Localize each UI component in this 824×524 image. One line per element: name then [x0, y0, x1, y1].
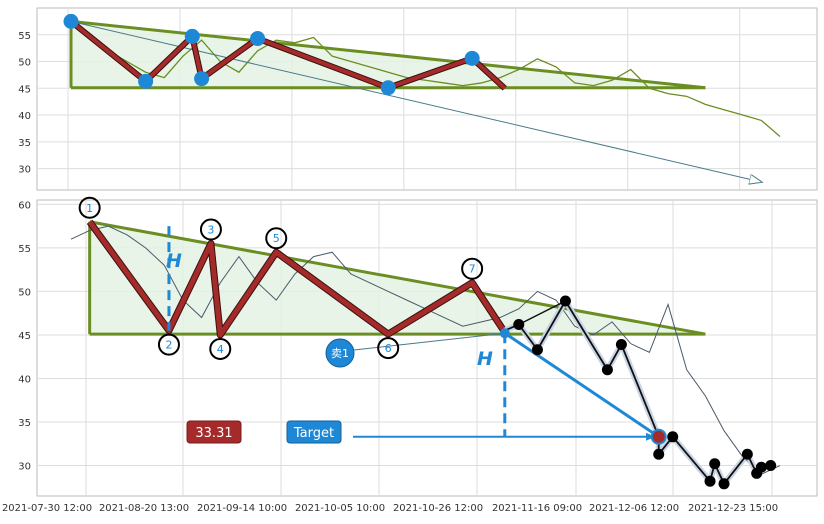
- bottom-x-tick-label: 2021-12-06 12:00: [589, 503, 679, 514]
- bottom-breakout-point: [499, 328, 510, 339]
- bottom-pattern-point-2: [157, 333, 180, 356]
- top-y-axis: 30 35 40 45 50 55: [18, 31, 31, 176]
- bottom-forecast-link: [518, 300, 566, 326]
- bottom-pattern-point-label: 3: [207, 224, 214, 237]
- top-y-tick-label: 30: [18, 165, 31, 176]
- bottom-plot: 1 2 3 4 5 6 7: [70, 196, 781, 490]
- bottom-forecast-line: [504, 300, 771, 485]
- top-y-tick-label: 50: [18, 58, 31, 69]
- top-y-tick-label: 35: [18, 138, 31, 149]
- height-label-left: H: [166, 250, 182, 272]
- height-label-right: H: [477, 348, 493, 370]
- top-pattern-point-5: [250, 31, 266, 47]
- top-pattern-point-2: [138, 73, 154, 89]
- bottom-x-tick-label: 2021-09-14 10:00: [197, 503, 287, 514]
- top-y-tick-label: 40: [18, 111, 31, 122]
- bottom-pattern-point-7: [461, 257, 484, 280]
- bottom-x-tick-label: 2021-08-20 13:00: [99, 503, 189, 514]
- bottom-forecast-point: [765, 460, 777, 472]
- top-pattern-point-1: [63, 13, 79, 29]
- top-pattern-point-6: [380, 80, 396, 96]
- top-plot: [63, 13, 781, 182]
- bottom-pattern-point-label: 5: [273, 232, 280, 245]
- bottom-pattern-point-label: 2: [165, 339, 172, 352]
- sell-marker-text: 卖1: [331, 347, 349, 360]
- bottom-forecast-point: [667, 431, 679, 443]
- bottom-pattern-point-6: [377, 337, 400, 360]
- bottom-y-axis: 30 35 40 45 50 55 60: [18, 200, 31, 472]
- bottom-y-tick-label: 30: [18, 462, 31, 473]
- bottom-x-tick-label: 2021-11-16 09:00: [492, 503, 582, 514]
- bottom-y-tick-label: 60: [18, 200, 31, 211]
- bottom-pattern-point-label: 6: [385, 342, 392, 355]
- bottom-forecast-point: [741, 448, 753, 460]
- bottom-breakout-projection: [503, 331, 660, 438]
- top-pattern-point-4: [194, 71, 210, 87]
- top-price-line: [70, 20, 781, 137]
- bottom-pattern-point-5: [265, 227, 288, 250]
- top-pattern-line: [69, 19, 507, 90]
- target-label-box: Target: [286, 420, 342, 444]
- bottom-x-tick-label: 2021-12-23 15:00: [688, 503, 778, 514]
- bottom-forecast-point: [704, 475, 716, 487]
- bottom-y-tick-label: 55: [18, 244, 31, 255]
- bottom-x-tick-label: 2021-10-26 12:00: [393, 503, 483, 514]
- bottom-y-tick-label: 45: [18, 331, 31, 342]
- bottom-pattern-point-4: [209, 337, 232, 360]
- bottom-forecast-point: [755, 461, 767, 473]
- bottom-pattern-point-3: [199, 218, 222, 241]
- bottom-forecast-point: [718, 478, 730, 490]
- bottom-pattern-point-label: 1: [86, 202, 93, 215]
- bottom-forecast-point: [601, 364, 613, 376]
- bottom-pattern-point-label: 4: [217, 343, 224, 356]
- target-value-text: 33.31: [195, 426, 232, 441]
- bottom-y-tick-label: 50: [18, 287, 31, 298]
- top-resistance-line: [70, 19, 706, 90]
- sell-marker: 卖1: [325, 338, 355, 368]
- top-projection-arrow: [70, 20, 761, 182]
- target-label-text: Target: [293, 426, 334, 441]
- bottom-y-tick-label: 35: [18, 418, 31, 429]
- bottom-forecast-point: [559, 295, 571, 307]
- bottom-x-tick-label: 2021-07-30 12:00: [2, 503, 92, 514]
- bottom-resistance-line: [89, 220, 706, 336]
- bottom-forecast-point: [513, 318, 525, 330]
- top-pattern-point-3: [184, 28, 200, 44]
- bottom-pattern-line: [87, 220, 507, 338]
- bottom-forecast-point: [615, 339, 627, 351]
- bottom-x-axis: 2021-07-30 12:00 2021-08-20 13:00 2021-09-…: [2, 503, 778, 514]
- bottom-target-hit-marker: [650, 428, 667, 445]
- target-value-box: 33.31: [186, 420, 242, 444]
- bottom-y-tick-label: 40: [18, 374, 31, 385]
- bottom-forecast-point: [531, 344, 543, 356]
- top-y-tick-label: 45: [18, 84, 31, 95]
- bottom-pattern-point-1: [78, 196, 101, 219]
- bottom-forecast-point: [709, 458, 721, 470]
- bottom-forecast-point: [653, 448, 665, 460]
- bottom-pattern-point-label: 7: [469, 263, 476, 276]
- bottom-x-tick-label: 2021-10-05 10:00: [295, 503, 385, 514]
- top-pattern-point-7: [464, 50, 480, 66]
- top-y-tick-label: 55: [18, 31, 31, 42]
